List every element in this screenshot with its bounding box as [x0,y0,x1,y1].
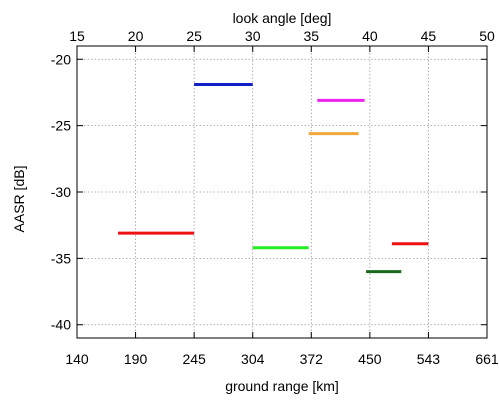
tick-labels: 15 20 25 30 35 40 45 50 140 190 245 304 372 450 543 661… [51,28,499,367]
top-tick-label: 15 [69,28,85,44]
bottom-tick-label: 372 [300,351,324,367]
y-tick-label: -40 [51,317,71,333]
bottom-tick-label: 304 [241,351,265,367]
bottom-tick-label: 140 [65,351,89,367]
plot-frame [76,45,488,339]
bottom-tick-label: 190 [124,351,148,367]
top-tick-label: 40 [362,28,378,44]
top-axis-title: look angle [deg] [233,10,332,26]
bottom-tick-label: 543 [417,351,441,367]
y-tick-label: -20 [51,51,71,67]
top-tick-label: 30 [245,28,261,44]
bottom-tick-label: 661 [475,351,499,367]
series-layer [118,83,429,274]
top-tick-label: 20 [128,28,144,44]
top-tick-label: 45 [421,28,437,44]
grid [77,46,487,338]
y-tick-label: -35 [51,250,71,266]
top-tick-label: 50 [479,28,495,44]
y-tick-label: -25 [51,118,71,134]
bottom-axis-title: ground range [km] [225,378,339,394]
ticks [76,46,488,338]
bottom-tick-label: 245 [182,351,206,367]
y-axis-title: AASR [dB] [11,166,27,233]
top-tick-label: 25 [186,28,202,44]
y-tick-label: -30 [51,184,71,200]
top-tick-label: 35 [303,28,319,44]
bottom-tick-label: 450 [358,351,382,367]
